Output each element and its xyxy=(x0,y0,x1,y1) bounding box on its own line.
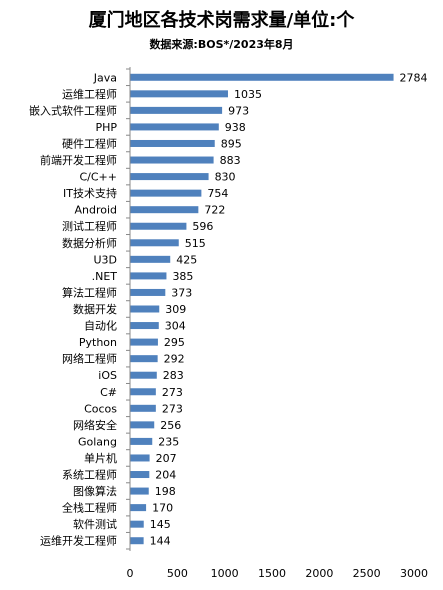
bar xyxy=(130,272,167,280)
bar xyxy=(130,123,219,131)
data-label: 754 xyxy=(207,187,228,200)
data-label: 2784 xyxy=(400,71,428,84)
data-label: 373 xyxy=(171,286,192,299)
bar xyxy=(130,338,158,346)
data-label: 973 xyxy=(228,104,249,117)
x-tick-label: 500 xyxy=(167,567,188,580)
category-label: Java xyxy=(93,71,117,84)
data-label: 722 xyxy=(204,204,225,217)
data-label: 304 xyxy=(165,320,186,333)
category-label: 运维开发工程师 xyxy=(40,534,117,548)
bar xyxy=(130,355,158,363)
category-label: 嵌入式软件工程师 xyxy=(29,103,117,117)
data-label: 204 xyxy=(155,469,176,482)
category-label: U3D xyxy=(93,253,117,266)
category-label: 测试工程师 xyxy=(62,220,117,233)
data-label: 235 xyxy=(158,435,179,448)
category-label: 算法工程师 xyxy=(62,285,117,299)
data-label: 385 xyxy=(172,270,193,283)
category-label: iOS xyxy=(98,369,117,382)
chart-subtitle: 数据来源:BOS*/2023年8月 xyxy=(149,38,294,51)
data-label: 309 xyxy=(165,303,186,316)
bar xyxy=(130,288,166,296)
bar xyxy=(130,388,156,396)
category-label: Android xyxy=(74,204,117,217)
bar xyxy=(130,421,155,429)
bar xyxy=(130,454,150,462)
category-label: 硬件工程师 xyxy=(62,137,117,150)
bar xyxy=(130,471,150,479)
category-label: 数据分析师 xyxy=(62,236,117,250)
category-label: 单片机 xyxy=(84,451,117,465)
data-label: 292 xyxy=(164,353,185,366)
category-label: C# xyxy=(100,386,117,399)
bar xyxy=(130,371,157,379)
bar xyxy=(130,504,147,512)
bar xyxy=(130,73,394,81)
data-label: 515 xyxy=(185,237,206,250)
x-tick-label: 2000 xyxy=(305,567,333,580)
bar xyxy=(130,239,179,247)
bar xyxy=(130,520,144,528)
bar xyxy=(130,206,199,214)
data-label: 295 xyxy=(164,336,185,349)
category-label: C/C++ xyxy=(79,171,117,184)
bar xyxy=(130,404,156,412)
category-label: .NET xyxy=(92,270,118,283)
category-label: Golang xyxy=(78,435,117,448)
category-label: 网络工程师 xyxy=(62,352,117,366)
data-label: 256 xyxy=(160,419,181,432)
bar xyxy=(130,255,171,263)
bar xyxy=(130,305,160,313)
data-label: 283 xyxy=(163,369,184,382)
bar xyxy=(130,90,228,98)
data-label: 883 xyxy=(220,154,241,167)
bar xyxy=(130,437,153,445)
bar xyxy=(130,156,214,164)
category-label: 软件测试 xyxy=(73,517,117,531)
data-label: 207 xyxy=(156,452,177,465)
bar xyxy=(130,322,159,330)
chart-title: 厦门地区各技术岗需求量/单位:个 xyxy=(88,10,355,31)
bar xyxy=(130,106,223,114)
bar xyxy=(130,139,215,147)
category-label: Python xyxy=(79,336,117,349)
data-label: 198 xyxy=(155,485,176,498)
bar xyxy=(130,189,202,197)
data-label: 830 xyxy=(215,171,236,184)
data-label: 145 xyxy=(150,518,171,531)
bar xyxy=(130,222,187,230)
bar xyxy=(130,173,209,181)
data-label: 1035 xyxy=(234,88,262,101)
x-tick-label: 3000 xyxy=(400,567,428,580)
category-label: 系统工程师 xyxy=(62,469,117,482)
category-label: 网络安全 xyxy=(73,418,117,432)
data-label: 938 xyxy=(225,121,246,134)
data-label: 273 xyxy=(162,386,183,399)
category-label: 前端开发工程师 xyxy=(40,153,117,167)
bar xyxy=(130,487,149,495)
x-tick-label: 0 xyxy=(127,567,134,580)
x-tick-label: 1000 xyxy=(211,567,239,580)
x-tick-label: 1500 xyxy=(258,567,286,580)
category-label: 数据开发 xyxy=(73,302,117,316)
data-label: 895 xyxy=(221,137,242,150)
data-label: 170 xyxy=(152,502,173,515)
category-label: 自动化 xyxy=(84,319,117,333)
category-label: IT技术支持 xyxy=(63,186,117,200)
category-label: Cocos xyxy=(84,402,117,415)
data-label: 273 xyxy=(162,402,183,415)
data-label: 144 xyxy=(150,535,171,548)
data-label: 425 xyxy=(176,253,197,266)
data-label: 596 xyxy=(192,220,213,233)
category-label: 运维工程师 xyxy=(62,88,117,101)
category-label: 全栈工程师 xyxy=(62,501,117,515)
x-tick-label: 2500 xyxy=(353,567,381,580)
category-label: 图像算法 xyxy=(73,484,117,498)
category-label: PHP xyxy=(95,121,117,134)
bar xyxy=(130,537,144,545)
